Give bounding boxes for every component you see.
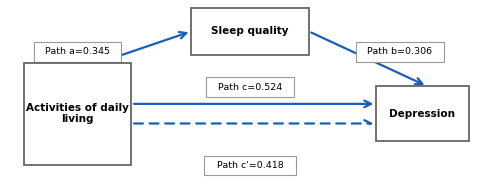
Text: Activities of daily
living: Activities of daily living [26,103,129,124]
FancyBboxPatch shape [191,8,308,55]
Text: Path a=0.345: Path a=0.345 [45,47,110,56]
FancyBboxPatch shape [376,86,469,141]
Text: Path b=0.306: Path b=0.306 [368,47,432,56]
FancyBboxPatch shape [356,42,444,62]
FancyBboxPatch shape [204,156,296,175]
FancyBboxPatch shape [34,42,121,62]
Text: Path c=0.524: Path c=0.524 [218,83,282,92]
FancyBboxPatch shape [24,63,131,165]
Text: Sleep quality: Sleep quality [211,26,289,36]
Text: Depression: Depression [390,109,456,119]
FancyBboxPatch shape [206,77,294,97]
Text: Path c'=0.418: Path c'=0.418 [216,161,284,170]
